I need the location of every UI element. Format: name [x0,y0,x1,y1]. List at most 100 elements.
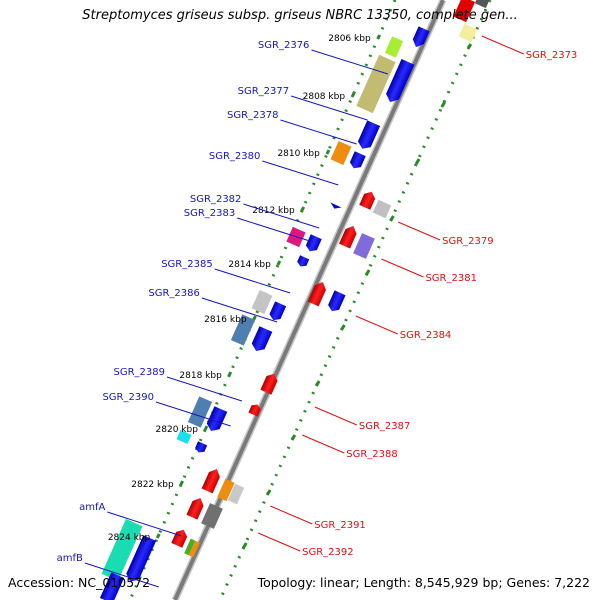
gene-block-steelblue [230,314,256,346]
forward-gene-label: SGR_2383 [184,208,236,219]
tick-mark [325,149,331,155]
gene-arrow-blue [412,26,430,48]
gene-block-silver [227,483,245,505]
reverse-gene-label: SGR_2384 [400,330,452,341]
tick-label: 2820 kbp [156,425,199,435]
gene-arrow-blue [99,572,125,600]
tick-label: 2818 kbp [179,371,222,381]
forward-gene-label: SGR_2380 [209,151,261,162]
gene-arrow-blue [305,234,322,252]
reverse-leader-line [270,505,313,525]
tick-marks [155,34,473,549]
forward-gene-label: SGR_2377 [238,86,290,97]
tick-label: 2824 kbp [108,533,151,543]
tick-label: 2808 kbp [303,92,346,102]
forward-leader-line [290,95,368,121]
map-title: Streptomyces griseus subsp. griseus NBRC… [82,8,518,23]
reverse-leader-line [381,258,424,278]
gene-block-olive [356,54,396,114]
reverse-gene-label: SGR_2379 [442,236,494,247]
gene-arrow-red [359,191,376,210]
tick-mark [440,101,447,108]
forward-gene-label: SGR_2385 [161,259,213,270]
gene-arrow-red [201,469,220,494]
tick-labels: 2806 kbp 2808 kbp 2810 kbp 2812 kbp 2814 kbp… [108,34,371,543]
gene-block-silver [251,290,273,314]
forward-gene-label: amfB [57,553,83,564]
forward-gene-labels: SGR_2376 SGR_2377 SGR_2378 SGR_2380 SGR_2382… [57,40,389,588]
gene-arrow-blue-small [330,202,342,209]
gene-block-orange [330,141,352,165]
reverse-leader-line [397,221,441,241]
tick-label: 2810 kbp [277,149,320,159]
forward-leader-line [262,160,339,186]
tick-mark [364,269,371,276]
tick-mark [227,371,233,377]
gene-block-yellow [458,23,478,43]
forward-leader-line [201,297,278,323]
tick-mark [252,315,257,321]
gene-arrow-blue [349,151,366,169]
gene-arrow-red [307,282,326,307]
forward-leader-line [280,119,357,145]
tick-label: 2816 kbp [204,315,247,325]
forward-gene-label: SGR_2382 [190,194,242,205]
tick-mark [300,206,306,212]
gene-arrow-blue [386,59,415,103]
reverse-gene-label: SGR_2373 [526,50,578,61]
tick-label: 2812 kbp [252,206,295,216]
gene-block-top-red [453,0,476,23]
tick-mark [203,425,209,431]
tick-label: 2822 kbp [131,480,174,490]
tick-label: 2814 kbp [228,260,271,270]
gene-block-purple [353,233,375,259]
gene-arrow-blue [126,535,157,582]
gene-arrow-blue [195,441,208,453]
tick-mark [314,380,321,387]
gene-arrow-blue [297,255,310,267]
forward-leader-line [243,203,320,229]
forward-leader-line [84,562,159,588]
tick-mark [276,260,282,266]
gene-block-orange [217,478,235,502]
tick-mark [340,324,346,331]
reverse-gene-label: SGR_2387 [359,421,411,432]
gene-arrow-blue [357,120,381,149]
reverse-leader-line [257,532,301,552]
forward-leader-line [214,268,291,294]
gene-block-steelblue [187,396,213,428]
tick-mark [389,215,395,222]
gene-arrow-red [339,225,357,249]
tick-mark [376,34,381,40]
reverse-leader-line [481,35,524,55]
reverse-leader-line [355,315,398,335]
forward-gene-label: SGR_2378 [227,110,279,121]
forward-leader-line [237,217,314,243]
forward-leader-line [311,49,389,75]
gene-arrow-blue [206,406,228,431]
reverse-leader-line [302,434,345,454]
forward-leader-line [107,511,182,537]
gene-arrow-blue [328,290,346,312]
gene-arrow-blue [251,326,273,351]
forward-gene-label: SGR_2389 [113,367,165,378]
gene-block-greenorange [184,538,200,558]
gene-block-teal [101,518,143,582]
tick-label: 2806 kbp [328,34,371,44]
forward-gene-label: SGR_2386 [148,288,200,299]
tick-mark [155,533,161,539]
topology-label: Topology: linear; Length: 8,545,929 bp; … [257,575,590,590]
tick-mark [290,434,297,441]
forward-gene-label: SGR_2376 [258,40,310,51]
gene-block-silver [372,199,392,219]
reverse-gene-label: SGR_2381 [425,273,477,284]
gene-arrow-red [186,497,204,520]
tick-mark [414,158,421,165]
gene-block-lime [384,36,404,58]
gene-arrow-blue [269,301,287,321]
forward-leader-line [166,376,243,402]
forward-gene-label: SGR_2390 [102,392,154,403]
tick-mark [466,43,473,50]
accession-label: Accession: NC_010572 [8,575,151,590]
forward-gene-label: amfA [79,502,105,513]
